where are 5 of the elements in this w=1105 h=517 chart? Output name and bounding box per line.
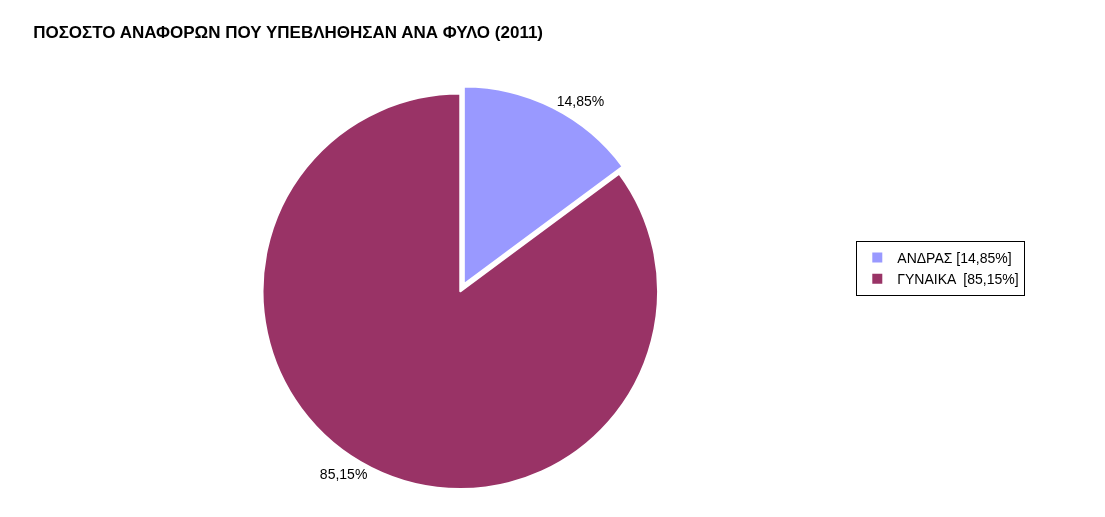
data-label: 85,15% [319,466,368,483]
legend-label: ΓΥΝΑΙΚΑ [85,15%] [897,271,1019,288]
data-label: 14,85% [556,93,605,110]
legend-label: ΑΝΔΡΑΣ [14,85%] [897,250,1012,267]
chart-title: ΠΟΣΟΣΤΟ ΑΝΑΦΟΡΩΝ ΠΟΥ ΥΠΕΒΛΗΘΗΣΑΝ ΑΝΑ ΦΥΛΟ (2011) [33,22,544,42]
